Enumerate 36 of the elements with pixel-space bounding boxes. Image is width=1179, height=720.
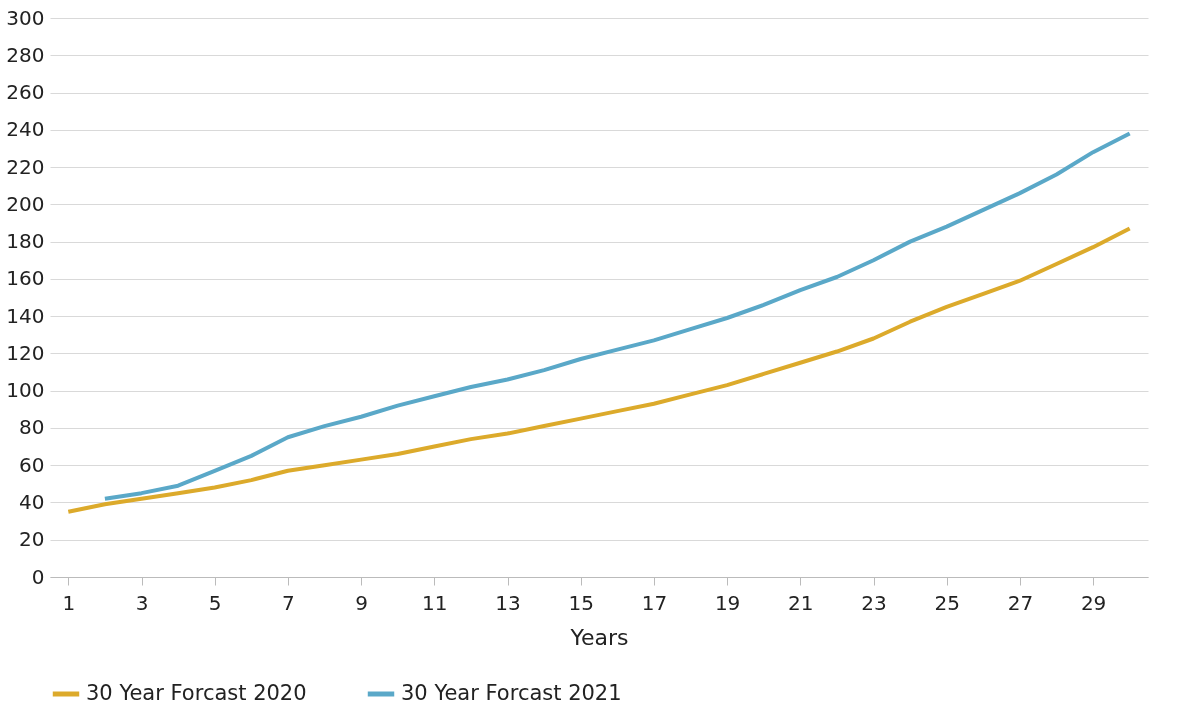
x-tick-label: 27 bbox=[1007, 590, 1034, 615]
line-series bbox=[102, 131, 1132, 501]
y-tick-label: 60 bbox=[19, 452, 45, 477]
x-tick-label: 15 bbox=[568, 590, 594, 615]
x-tick-label: 5 bbox=[208, 590, 222, 615]
y-tick-label: 120 bbox=[6, 340, 45, 365]
y-tick-label: 0 bbox=[31, 564, 45, 589]
x-tick-label: 9 bbox=[355, 590, 368, 615]
y-tick-label: 260 bbox=[6, 80, 45, 105]
x-tick-label: 11 bbox=[422, 590, 448, 615]
y-tick-label: 180 bbox=[6, 229, 45, 254]
y-tick-label: 80 bbox=[19, 415, 45, 440]
x-tick-label: 7 bbox=[282, 590, 295, 615]
line-series bbox=[66, 226, 1132, 514]
legend-label: 30 Year Forcast 2020 bbox=[86, 681, 307, 705]
x-tick-label: 3 bbox=[135, 590, 149, 615]
x-tick-label: 17 bbox=[641, 590, 668, 615]
x-tick-label: 21 bbox=[788, 590, 814, 615]
x-tick-label: 29 bbox=[1080, 590, 1107, 615]
y-tick-label: 160 bbox=[6, 266, 45, 291]
x-tick-label: 13 bbox=[495, 590, 521, 615]
legend-label: 30 Year Forcast 2021 bbox=[401, 681, 622, 705]
x-tick-label: 25 bbox=[934, 590, 960, 615]
y-tick-label: 40 bbox=[19, 489, 45, 514]
y-tick-label: 140 bbox=[6, 303, 45, 328]
x-tick-label: 23 bbox=[861, 590, 887, 615]
y-tick-label: 200 bbox=[6, 191, 45, 216]
x-axis-title: Years bbox=[569, 624, 629, 650]
y-tick-label: 240 bbox=[6, 117, 45, 142]
y-tick-label: 280 bbox=[6, 42, 45, 67]
y-tick-label: 100 bbox=[6, 378, 45, 403]
y-tick-label: 300 bbox=[6, 5, 45, 30]
x-tick-label: 1 bbox=[62, 590, 76, 615]
x-tick-label: 19 bbox=[714, 590, 741, 615]
y-tick-label: 20 bbox=[19, 527, 45, 552]
y-tick-label: 220 bbox=[6, 154, 45, 179]
